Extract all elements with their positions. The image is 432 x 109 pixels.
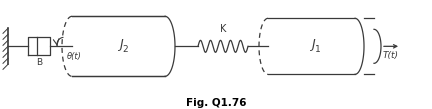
- Text: T(t): T(t): [383, 51, 399, 60]
- Text: J: J: [119, 38, 122, 51]
- Text: 1: 1: [314, 45, 321, 54]
- Text: K: K: [220, 24, 226, 34]
- Text: Fig. Q1.76: Fig. Q1.76: [186, 98, 246, 108]
- Text: θ(t): θ(t): [67, 52, 82, 61]
- Text: J: J: [311, 38, 314, 51]
- Text: B: B: [36, 58, 42, 67]
- Text: 2: 2: [123, 45, 128, 54]
